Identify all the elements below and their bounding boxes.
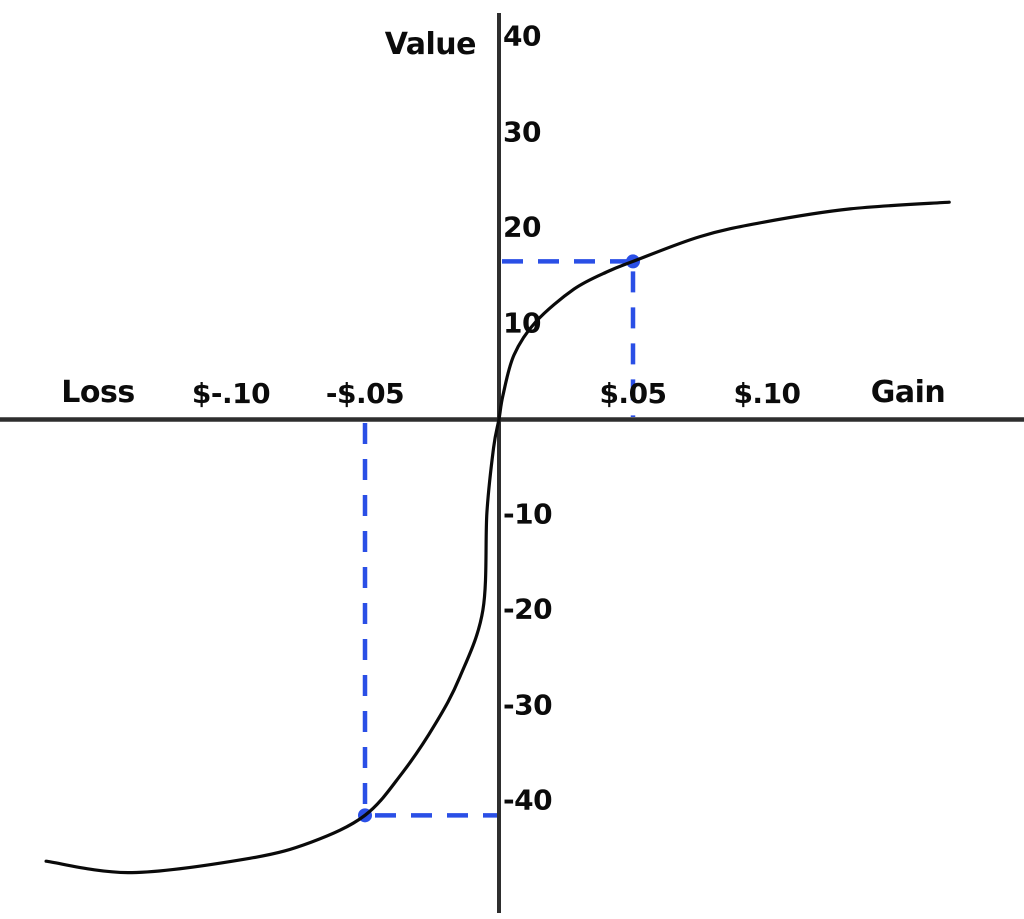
y-tick-label: -30 [503, 688, 553, 722]
y-tick-label: -10 [503, 497, 553, 531]
x-tick-label: $.10 [733, 377, 801, 410]
y-tick-label: 10 [503, 306, 541, 340]
x-axis-loss-label: Loss [61, 375, 135, 410]
y-tick-label: -20 [503, 592, 553, 626]
y-tick-label: -40 [503, 783, 553, 817]
x-tick-label: $-.10 [191, 377, 271, 410]
y-tick-label: 20 [503, 210, 541, 244]
y-tick-label: 40 [503, 19, 541, 53]
x-tick-label: $.05 [599, 377, 667, 410]
y-tick-label: 30 [503, 115, 541, 149]
value-function-curve [44, 200, 951, 875]
x-tick-label: -$.05 [325, 377, 405, 410]
y-axis-title: Value [384, 27, 477, 62]
x-axis-gain-label: Gain [870, 375, 946, 410]
